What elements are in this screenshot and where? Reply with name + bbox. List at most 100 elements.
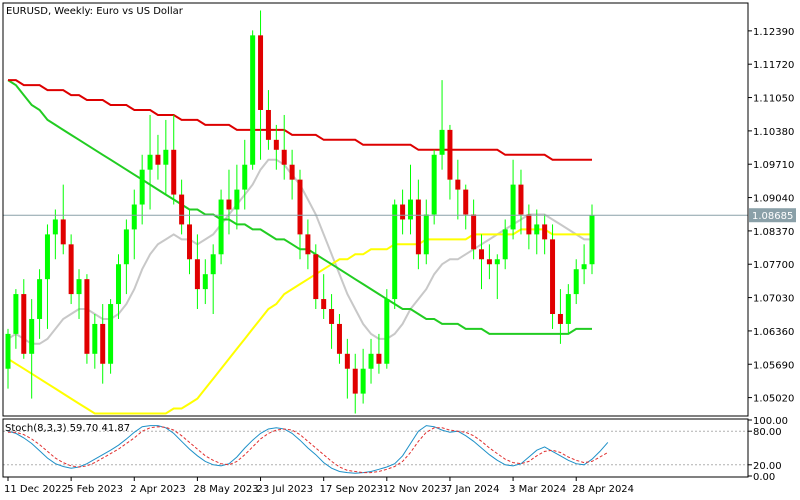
candle-body bbox=[526, 214, 532, 235]
candle-body bbox=[250, 35, 256, 165]
date-tick-label: 3 Mar 2024 bbox=[509, 484, 566, 495]
candle-body bbox=[557, 313, 563, 324]
date-tick-label: 28 May 2023 bbox=[193, 484, 258, 495]
candle-body bbox=[344, 353, 350, 369]
candle-body bbox=[84, 279, 90, 354]
candle-body bbox=[60, 219, 66, 245]
candle-body bbox=[486, 259, 492, 265]
price-tick-label: 1.11050 bbox=[753, 94, 794, 105]
candle-body bbox=[455, 179, 461, 190]
candle-body bbox=[147, 154, 153, 170]
candle-body bbox=[471, 214, 477, 250]
price-tick-label: 1.09040 bbox=[753, 194, 794, 205]
candle-body bbox=[139, 169, 145, 205]
candle-body bbox=[518, 184, 524, 215]
main-price-plot[interactable] bbox=[3, 10, 748, 415]
candle-body bbox=[534, 224, 540, 235]
candle-body bbox=[400, 204, 406, 220]
candle-body bbox=[376, 353, 382, 364]
indicator-plot-frame bbox=[2, 418, 749, 478]
stoch-series-line-0 bbox=[7, 425, 609, 474]
date-tick-label: 2 Apr 2023 bbox=[130, 484, 185, 495]
main-plot-frame bbox=[2, 2, 749, 417]
candle-body bbox=[510, 184, 516, 230]
candle-body bbox=[108, 304, 114, 364]
candle-body bbox=[415, 199, 421, 255]
candle-body bbox=[226, 199, 232, 210]
moving-average-line-1 bbox=[7, 228, 592, 415]
candle-body bbox=[92, 323, 98, 354]
candle-body bbox=[550, 239, 556, 314]
candle-body bbox=[352, 368, 358, 394]
candle-body bbox=[321, 299, 327, 310]
candle-body bbox=[13, 294, 19, 334]
candle-body bbox=[21, 294, 27, 354]
stochastic-subplot[interactable] bbox=[3, 425, 748, 474]
candle-body bbox=[494, 259, 500, 265]
candle-body bbox=[218, 199, 224, 255]
candle-body bbox=[573, 269, 579, 295]
candle-body bbox=[407, 199, 413, 220]
date-tick-label: 23 Jul 2023 bbox=[257, 484, 314, 495]
date-tick-label: 17 Sep 2023 bbox=[320, 484, 383, 495]
candle-body bbox=[431, 154, 437, 215]
candle-body bbox=[5, 333, 11, 369]
candle-body bbox=[384, 299, 390, 364]
candle-body bbox=[336, 323, 342, 354]
candle-body bbox=[258, 35, 264, 110]
candle-body bbox=[171, 149, 177, 195]
axes: 1.08685 1.12390 1.11720 1.11050 1.10380 1.097… bbox=[2, 2, 796, 495]
stoch-level-label: 100.00 bbox=[753, 416, 788, 427]
candle-body bbox=[123, 229, 129, 265]
candle-body bbox=[479, 249, 485, 260]
indicator-label: Stoch(8,3,3) 59.70 41.87 bbox=[5, 423, 130, 434]
date-tick-label: 12 Nov 2023 bbox=[383, 484, 447, 495]
candle-body bbox=[202, 274, 208, 290]
price-tick-label: 1.11720 bbox=[753, 60, 794, 71]
candle-body bbox=[100, 323, 106, 364]
price-tick-label: 1.07700 bbox=[753, 260, 794, 271]
stoch-series-line-1 bbox=[8, 426, 609, 474]
date-tick-label: 11 Dec 2022 bbox=[4, 484, 68, 495]
candle-body bbox=[37, 279, 43, 319]
candle-body bbox=[502, 229, 508, 260]
candle-body bbox=[68, 244, 74, 295]
candle-body bbox=[44, 234, 50, 280]
candle-body bbox=[281, 149, 287, 165]
price-tick-label: 1.06360 bbox=[753, 327, 794, 338]
candle-body bbox=[542, 224, 548, 240]
candle-body bbox=[187, 224, 193, 260]
candle-body bbox=[234, 189, 240, 210]
chart-title: EURUSD, Weekly: Euro vs US Dollar bbox=[6, 6, 184, 17]
candle-body bbox=[155, 154, 161, 165]
price-tick-label: 1.05690 bbox=[753, 360, 794, 371]
candle-body bbox=[179, 194, 185, 225]
price-tick-label: 1.07030 bbox=[753, 294, 794, 305]
candle-body bbox=[368, 353, 374, 369]
price-tick-label: 1.05020 bbox=[753, 394, 794, 405]
candle-body bbox=[313, 254, 319, 300]
date-tick-label: 7 Jan 2024 bbox=[446, 484, 500, 495]
candle-body bbox=[29, 318, 35, 354]
current-price-label: 1.08685 bbox=[752, 211, 793, 222]
candle-body bbox=[463, 189, 469, 215]
candle-body bbox=[423, 214, 429, 255]
candle-body bbox=[52, 219, 58, 235]
stoch-level-label: 20.00 bbox=[753, 461, 782, 472]
candle-body bbox=[447, 129, 453, 180]
candle-body bbox=[163, 149, 169, 165]
price-tick-label: 1.08370 bbox=[753, 227, 794, 238]
candle-body bbox=[392, 204, 398, 300]
stoch-level-label: 80.00 bbox=[753, 427, 782, 438]
current-price-tag bbox=[749, 208, 796, 223]
candle-body bbox=[76, 279, 82, 295]
candle-body bbox=[589, 215, 595, 265]
candle-body bbox=[242, 164, 248, 190]
price-tick-label: 1.09710 bbox=[753, 160, 794, 171]
candle-body bbox=[273, 139, 279, 150]
candle-body bbox=[115, 264, 121, 305]
candle-body bbox=[265, 109, 271, 140]
date-tick-label: 28 Apr 2024 bbox=[572, 484, 634, 495]
candle-body bbox=[360, 368, 366, 394]
